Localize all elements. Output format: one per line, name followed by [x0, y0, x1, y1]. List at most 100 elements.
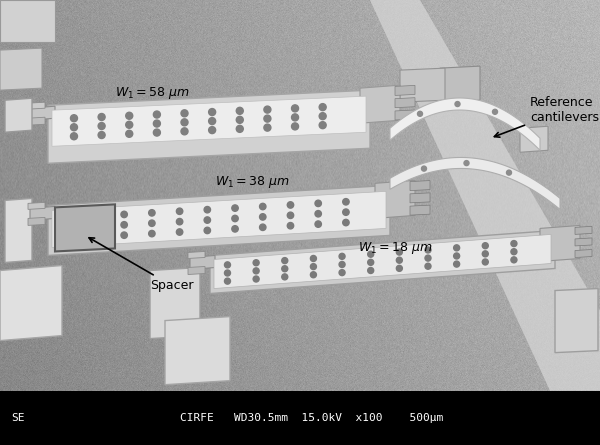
Polygon shape	[410, 181, 430, 190]
Polygon shape	[30, 106, 55, 120]
Circle shape	[319, 121, 326, 129]
Circle shape	[343, 209, 349, 215]
Polygon shape	[188, 251, 205, 259]
Circle shape	[292, 105, 299, 112]
Circle shape	[455, 101, 460, 106]
Circle shape	[425, 247, 431, 253]
Polygon shape	[395, 85, 415, 95]
Circle shape	[339, 253, 345, 259]
Polygon shape	[0, 0, 55, 42]
Circle shape	[209, 126, 215, 134]
Polygon shape	[575, 250, 592, 258]
Circle shape	[282, 266, 288, 272]
Polygon shape	[555, 288, 598, 352]
Polygon shape	[575, 227, 592, 235]
Circle shape	[154, 129, 160, 136]
Polygon shape	[575, 238, 592, 246]
Circle shape	[181, 119, 188, 126]
Circle shape	[70, 133, 77, 140]
Polygon shape	[375, 180, 415, 218]
Polygon shape	[5, 98, 32, 132]
Circle shape	[368, 267, 374, 274]
Circle shape	[204, 227, 211, 234]
Circle shape	[264, 124, 271, 131]
Text: Spacer: Spacer	[89, 238, 193, 292]
Circle shape	[176, 218, 183, 225]
Circle shape	[236, 107, 243, 114]
Circle shape	[482, 259, 488, 265]
Text: SE: SE	[11, 413, 24, 423]
Text: $W_1=58\ \mu m$: $W_1=58\ \mu m$	[115, 85, 190, 101]
Circle shape	[98, 122, 105, 129]
Polygon shape	[190, 255, 215, 270]
Circle shape	[260, 224, 266, 231]
Polygon shape	[28, 218, 45, 226]
Circle shape	[397, 257, 403, 263]
Circle shape	[339, 270, 345, 275]
Circle shape	[176, 208, 183, 214]
Polygon shape	[28, 102, 45, 109]
Circle shape	[511, 241, 517, 247]
Polygon shape	[210, 231, 555, 294]
Polygon shape	[370, 0, 600, 391]
Polygon shape	[0, 48, 42, 90]
Circle shape	[368, 259, 374, 265]
Polygon shape	[400, 68, 445, 102]
Circle shape	[282, 274, 288, 280]
Polygon shape	[440, 66, 480, 102]
Polygon shape	[30, 206, 55, 220]
Circle shape	[149, 220, 155, 227]
Circle shape	[209, 117, 215, 125]
Polygon shape	[28, 117, 45, 125]
Circle shape	[154, 111, 160, 118]
Circle shape	[70, 124, 77, 131]
Circle shape	[253, 276, 259, 282]
Polygon shape	[390, 98, 540, 150]
Circle shape	[482, 243, 488, 249]
Polygon shape	[55, 204, 115, 251]
Circle shape	[339, 262, 345, 267]
Polygon shape	[410, 205, 430, 215]
Polygon shape	[52, 191, 386, 247]
Polygon shape	[28, 202, 45, 210]
Circle shape	[421, 166, 427, 171]
Circle shape	[292, 114, 299, 121]
Circle shape	[511, 257, 517, 263]
Circle shape	[181, 110, 188, 117]
Circle shape	[454, 245, 460, 251]
Text: CIRFE   WD30.5mm  15.0kV  x100    500μm: CIRFE WD30.5mm 15.0kV x100 500μm	[180, 413, 443, 423]
Polygon shape	[48, 185, 390, 255]
Circle shape	[319, 104, 326, 111]
Circle shape	[260, 214, 266, 220]
Circle shape	[93, 223, 100, 230]
Circle shape	[310, 255, 316, 262]
Circle shape	[154, 120, 160, 127]
Circle shape	[397, 265, 403, 271]
Polygon shape	[214, 235, 551, 288]
Circle shape	[253, 268, 259, 274]
Polygon shape	[150, 267, 200, 339]
Circle shape	[149, 231, 155, 237]
Circle shape	[93, 234, 100, 240]
Circle shape	[224, 270, 230, 276]
Circle shape	[121, 222, 127, 228]
Circle shape	[253, 260, 259, 266]
Circle shape	[260, 203, 266, 210]
Circle shape	[343, 219, 349, 226]
Circle shape	[464, 161, 469, 166]
Circle shape	[232, 205, 238, 211]
Circle shape	[425, 263, 431, 269]
Circle shape	[209, 109, 215, 116]
Polygon shape	[5, 198, 32, 263]
Circle shape	[126, 121, 133, 128]
Circle shape	[418, 111, 422, 116]
Circle shape	[287, 222, 293, 229]
Polygon shape	[165, 316, 230, 384]
Circle shape	[126, 112, 133, 119]
Polygon shape	[540, 226, 580, 262]
Circle shape	[98, 113, 105, 121]
Circle shape	[287, 212, 293, 218]
Circle shape	[319, 113, 326, 120]
Circle shape	[315, 210, 322, 217]
Circle shape	[121, 211, 127, 218]
